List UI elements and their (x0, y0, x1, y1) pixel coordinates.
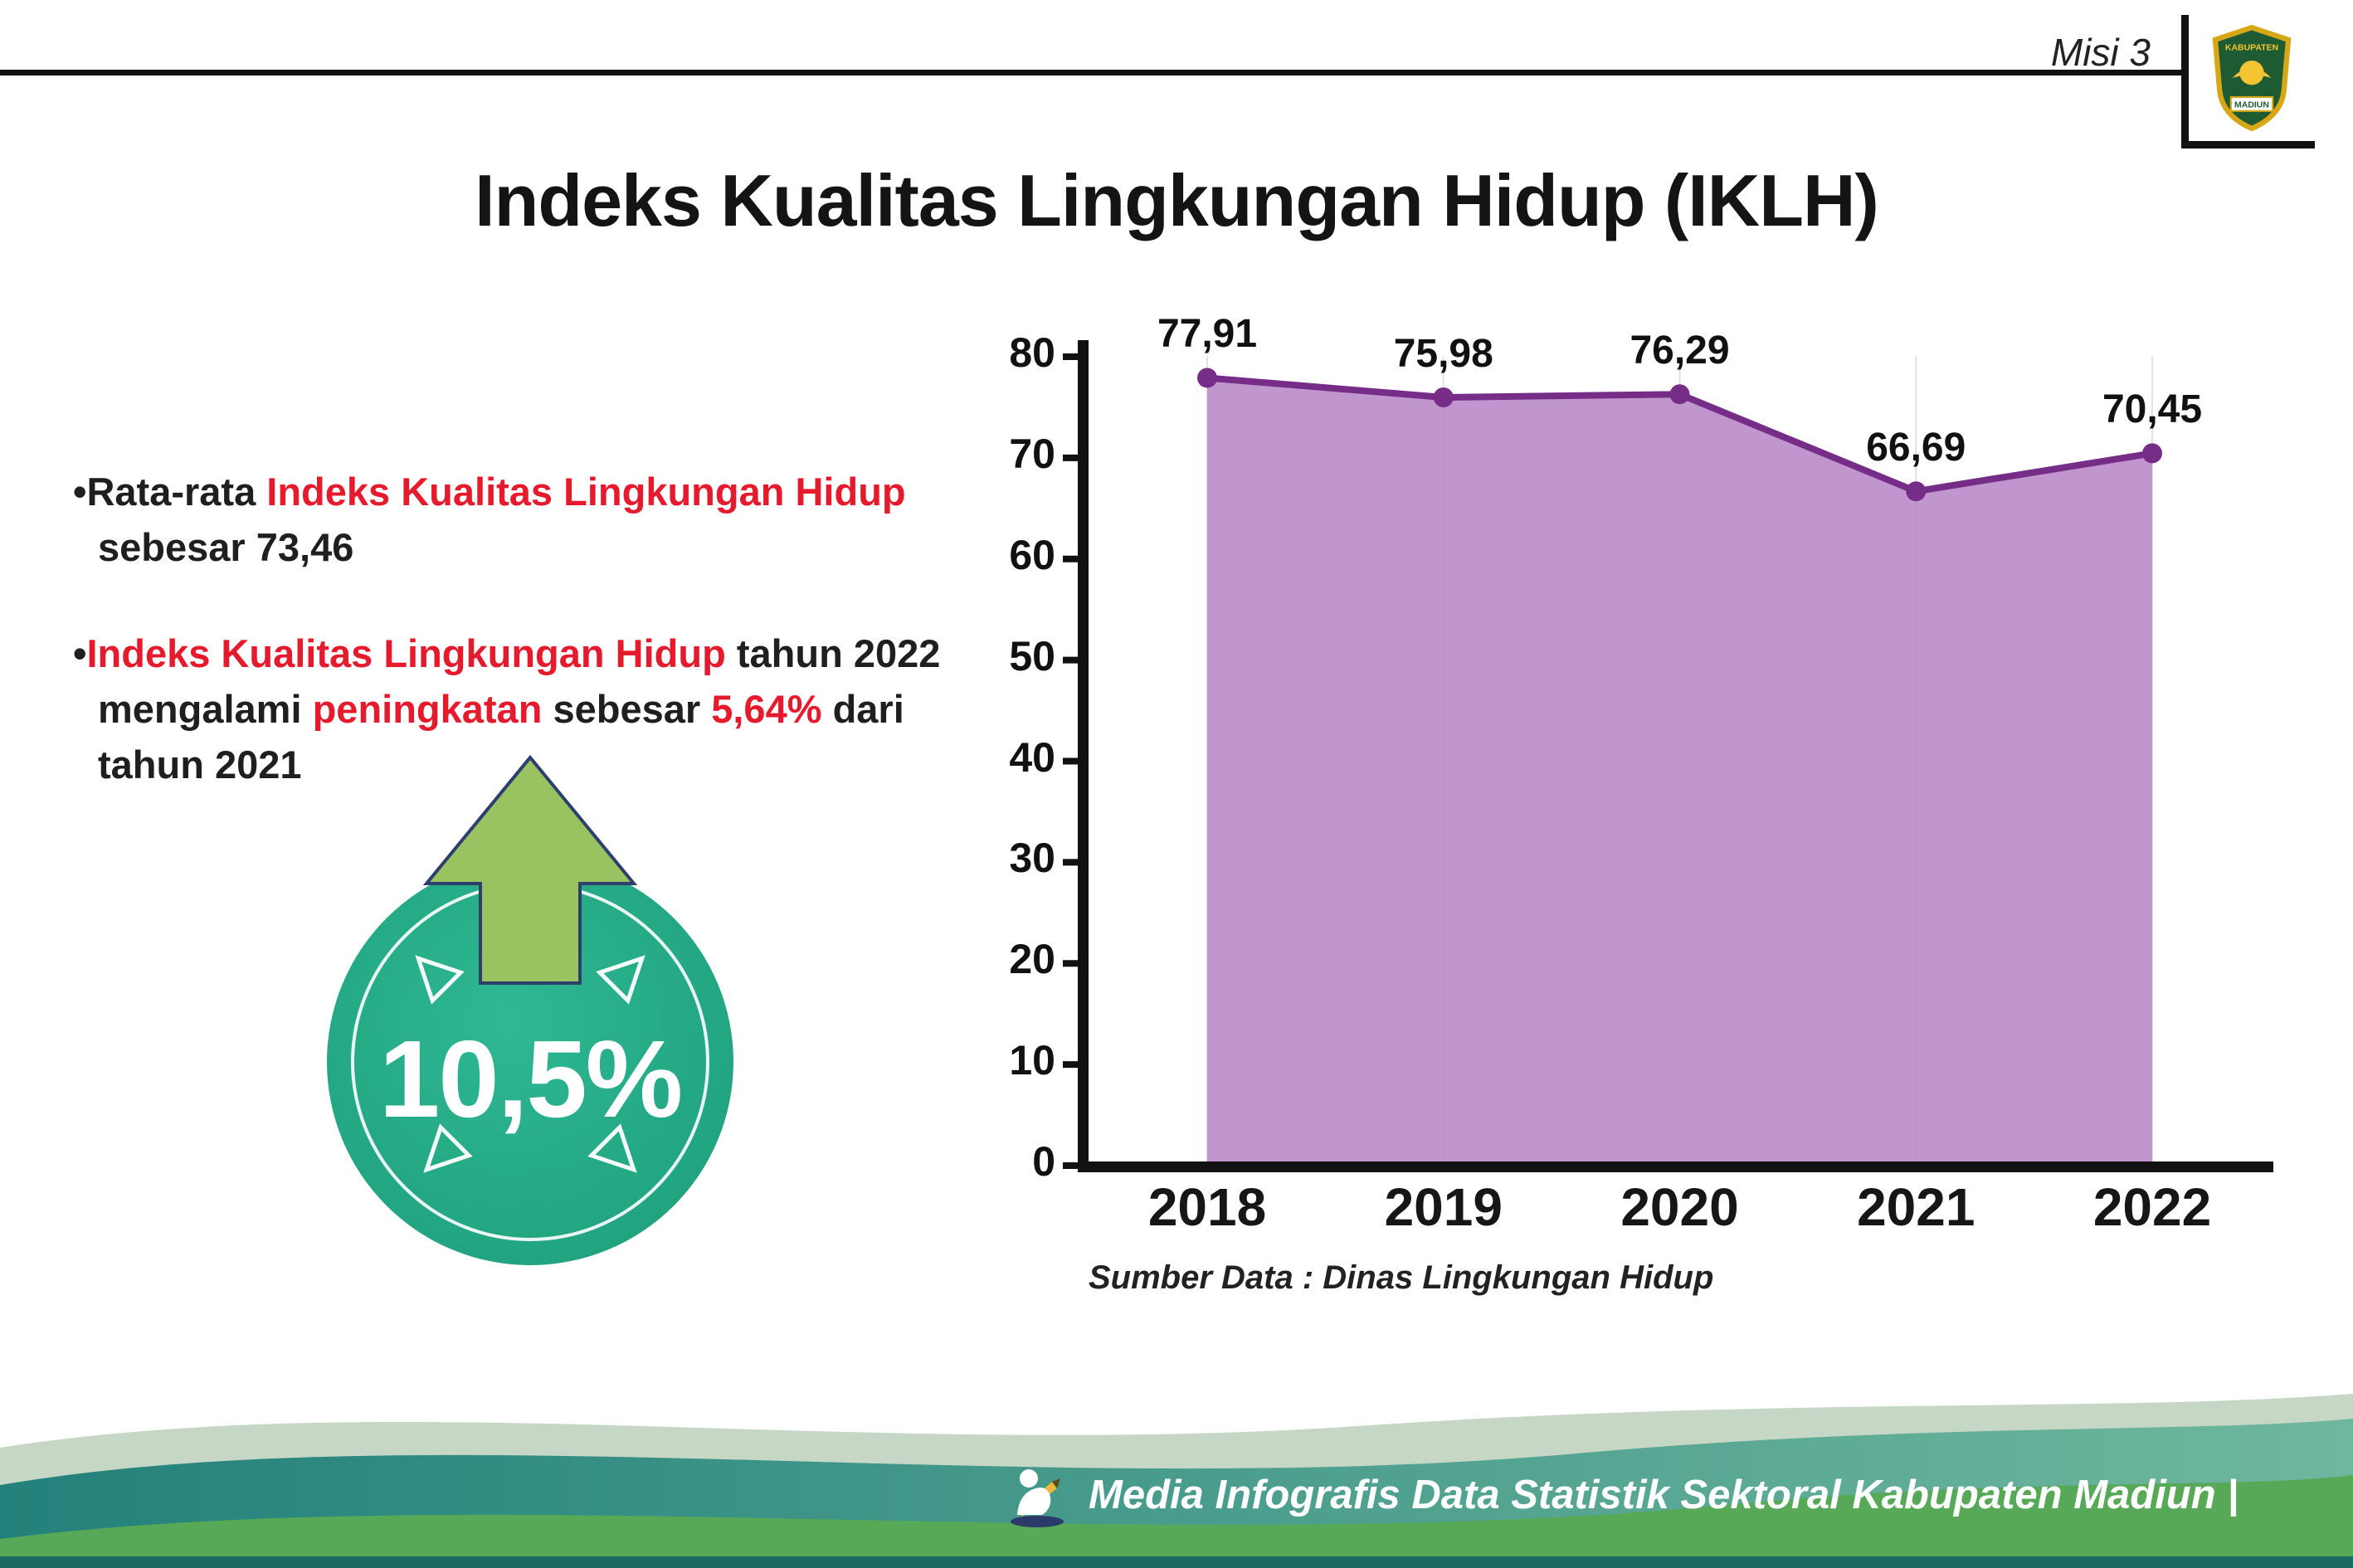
y-axis-label: 20 (1009, 936, 1055, 983)
bullet-text: Rata-rata (86, 470, 267, 514)
footer-credit: Media Infografis Data Statistik Sektoral… (1002, 1460, 2239, 1530)
bullet-text-highlight: 5,64% (711, 687, 822, 732)
increase-badge (327, 754, 733, 1265)
bullet-marker: • (73, 631, 87, 676)
y-axis-label: 30 (1009, 835, 1055, 882)
bullet-text-highlight: peningkatan (312, 687, 543, 732)
bullet-text: tahun 2021 (98, 742, 302, 786)
x-axis-label: 2019 (1384, 1177, 1503, 1237)
y-axis-label: 50 (1009, 632, 1055, 679)
data-value-label: 77,91 (1157, 312, 1258, 357)
bullet-average-iklh: •Rata-rata Indeks Kualitas Lingkungan Hi… (73, 465, 1002, 575)
y-axis-label: 0 (1032, 1138, 1055, 1185)
page-title: Indeks Kualitas Lingkungan Hidup (IKLH) (475, 158, 1879, 241)
up-arrow-icon (422, 754, 638, 985)
bullet-text: sebesar (542, 687, 712, 732)
y-axis-label: 60 (1009, 531, 1055, 578)
y-axis-label: 80 (1009, 329, 1055, 376)
chart-source: Sumber Data : Dinas Lingkungan Hidup (1089, 1259, 1714, 1296)
bullet-iklh-increase: •Indeks Kualitas Lingkungan Hidup tahun … (73, 626, 1002, 792)
x-axis-label: 2021 (1857, 1177, 1975, 1237)
kabupaten-madiun-crest-icon: KABUPATEN MADIUN (2212, 24, 2292, 132)
badge-percentage: 10,5% (378, 1018, 683, 1140)
data-value-label: 70,45 (2102, 387, 2203, 432)
chart-plot (1063, 340, 2273, 1172)
writer-icon (1011, 1469, 1064, 1527)
data-value-label: 76,29 (1630, 329, 1730, 373)
bullet-text-highlight: Indeks Kualitas Lingkungan Hidup (86, 631, 726, 676)
bullet-text: sebesar 73,46 (98, 524, 354, 569)
svg-text:MADIUN: MADIUN (2234, 101, 2269, 110)
bullet-text: dari (821, 687, 904, 732)
footer-wave-decoration (0, 1394, 2353, 1568)
bullet-text-highlight: Indeks Kualitas Lingkungan Hidup (266, 470, 906, 514)
y-axis-label: 70 (1009, 430, 1055, 477)
y-axis-label: 40 (1009, 733, 1055, 781)
svg-text:KABUPATEN: KABUPATEN (2225, 43, 2278, 52)
bullet-marker: • (73, 470, 87, 514)
bullet-text: tahun 2022 (725, 631, 941, 676)
key-points: •Rata-rata Indeks Kualitas Lingkungan Hi… (73, 465, 1002, 845)
credit-text: Media Infografis Data Statistik Sektoral… (1089, 1473, 2239, 1517)
header-rule (0, 70, 2182, 75)
data-value-label: 66,69 (1866, 426, 1966, 470)
data-value-label: 75,98 (1393, 331, 1493, 376)
iklh-area-chart: Sumber Data : Dinas Lingkungan Hidup 0 10… (979, 299, 2323, 1344)
kabupaten-madiun-logo: KABUPATEN MADIUN (2181, 15, 2315, 149)
misi-label: Misi 3 (2050, 31, 2151, 74)
y-axis-label: 10 (1009, 1037, 1055, 1084)
bullet-text: mengalami (98, 687, 313, 732)
x-axis-label: 2018 (1147, 1177, 1267, 1237)
badge-triangle-decorations (415, 955, 645, 1173)
x-axis-label: 2020 (1620, 1177, 1739, 1237)
x-axis-label: 2022 (2092, 1177, 2212, 1237)
